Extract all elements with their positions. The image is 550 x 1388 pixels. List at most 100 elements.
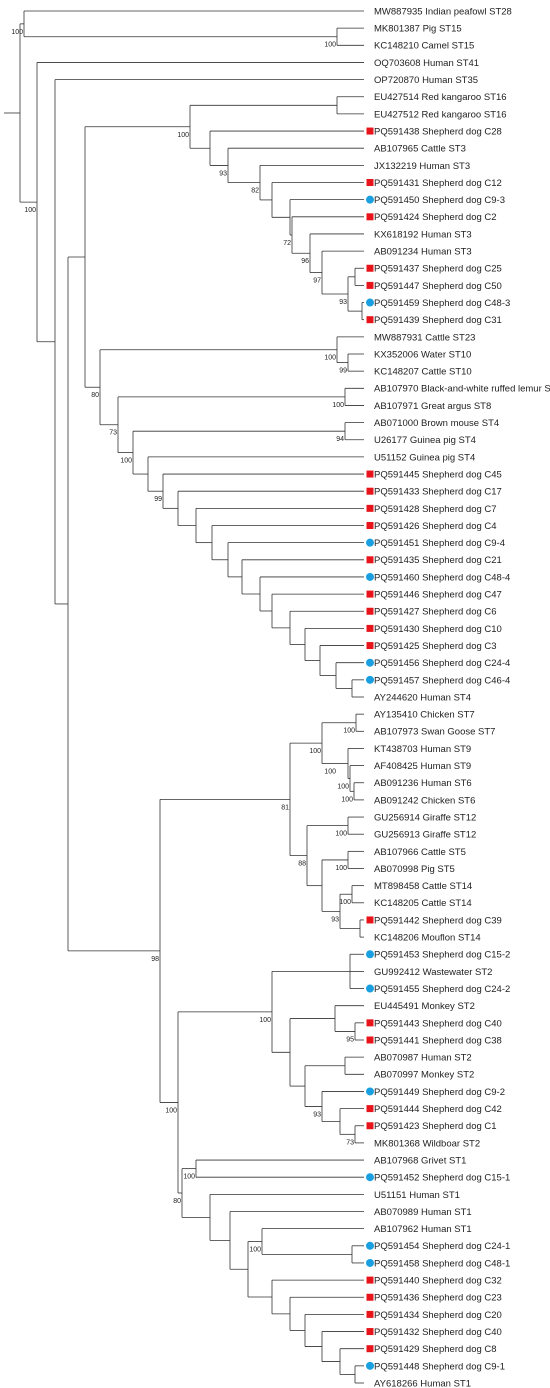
leaf-label: PQ591429 Shepherd dog C8 — [374, 1344, 497, 1355]
leaf-label: AB107966 Cattle ST5 — [374, 847, 466, 858]
leaf-label: AB107971 Great argus ST8 — [374, 401, 491, 412]
bootstrap-value: 100 — [324, 42, 336, 49]
bootstrap-value: 100 — [259, 1017, 271, 1024]
bootstrap-value: 97 — [313, 278, 321, 285]
blue-circle-marker — [366, 1087, 374, 1096]
blue-circle-marker — [366, 298, 374, 307]
bootstrap-value: 100 — [249, 1247, 261, 1254]
leaf-label: GU256913 Giraffe ST12 — [374, 830, 476, 841]
blue-circle-marker — [366, 950, 374, 959]
leaf-label: PQ591434 Shepherd dog C20 — [374, 1310, 502, 1321]
leaf-label: PQ591435 Shepherd dog C21 — [374, 555, 502, 566]
tree-branches — [4, 10, 364, 1384]
leaf-label: AY135410 Chicken ST7 — [374, 710, 475, 721]
leaf-label: AB107973 Swan Goose ST7 — [374, 727, 495, 738]
leaf-label: PQ591423 Shepherd dog C1 — [374, 1121, 497, 1132]
blue-circle-marker — [366, 538, 374, 547]
leaf-label: PQ591432 Shepherd dog C40 — [374, 1327, 502, 1338]
bootstrap-value: 100 — [335, 865, 347, 872]
red-square-marker — [366, 522, 374, 529]
leaf-label: PQ591444 Shepherd dog C42 — [374, 1104, 502, 1115]
leaf-label: AB070989 Human ST1 — [374, 1207, 472, 1218]
leaf-label: PQ591442 Shepherd dog C39 — [374, 915, 502, 926]
leaf-label: PQ591424 Shepherd dog C2 — [374, 212, 497, 223]
bootstrap-value: 100 — [341, 796, 353, 803]
leaf-label: GU992412 Wastewater ST2 — [374, 967, 492, 978]
bootstrap-value: 100 — [165, 1107, 177, 1114]
red-square-marker — [366, 1105, 374, 1113]
leaf-label: PQ591458 Shepherd dog C48-1 — [374, 1258, 510, 1269]
bootstrap-value: 99 — [339, 368, 347, 375]
leaf-label: GU256914 Giraffe ST12 — [374, 812, 476, 823]
bootstrap-value: 98 — [151, 956, 159, 963]
bootstrap-value: 80 — [173, 1198, 181, 1205]
red-square-marker — [366, 1019, 374, 1027]
bootstrap-value: 100 — [339, 899, 351, 906]
red-square-marker — [366, 264, 374, 272]
red-square-marker — [366, 624, 374, 632]
bootstrap-value: 94 — [336, 436, 344, 443]
red-square-marker — [366, 1328, 374, 1336]
red-square-marker — [366, 590, 374, 598]
leaf-label: PQ591439 Shepherd dog C31 — [374, 315, 502, 326]
red-square-marker — [366, 213, 374, 221]
leaf-label: OQ703608 Human ST41 — [374, 58, 479, 69]
leaf-label: EU445491 Monkey ST2 — [374, 1001, 475, 1012]
bootstrap-value: 73 — [109, 430, 117, 437]
leaf-label: PQ591438 Shepherd dog C28 — [374, 126, 502, 137]
leaf-label: PQ591440 Shepherd dog C32 — [374, 1276, 502, 1287]
leaf-label: PQ591457 Shepherd dog C46-4 — [374, 675, 510, 686]
bootstrap-value: 99 — [154, 496, 162, 503]
leaf-label: PQ591452 Shepherd dog C15-1 — [374, 1173, 510, 1184]
leaf-labels: MW887935 Indian peafowl ST28 MK801387 Pig… — [374, 6, 550, 1388]
bootstrap-value: 100 — [11, 29, 23, 36]
bootstrap-value: 93 — [313, 1111, 321, 1118]
leaf-label: PQ591454 Shepherd dog C24-1 — [374, 1241, 510, 1252]
bootstrap-value: 100 — [343, 728, 355, 735]
bootstrap-value: 93 — [339, 299, 347, 306]
leaf-label: PQ591446 Shepherd dog C47 — [374, 590, 502, 601]
leaf-label: KC148205 Cattle ST14 — [374, 898, 472, 909]
leaf-label: EU427514 Red kangaroo ST16 — [374, 92, 507, 103]
bootstrap-value: 100 — [24, 207, 36, 214]
leaf-label: PQ591437 Shepherd dog C25 — [374, 264, 502, 275]
leaf-label: PQ591436 Shepherd dog C23 — [374, 1293, 502, 1304]
bootstrap-value: 72 — [283, 240, 291, 247]
leaf-label: PQ591456 Shepherd dog C24-4 — [374, 658, 510, 669]
bootstrap-value: 100 — [324, 768, 336, 775]
bootstrap-value: 100 — [332, 402, 344, 409]
blue-circle-marker — [366, 675, 374, 684]
bootstrap-value: 81 — [281, 804, 289, 811]
leaf-label: AB107970 Black-and-white ruffed lemur ST… — [374, 384, 550, 395]
leaf-label: OP720870 Human ST35 — [374, 75, 478, 86]
blue-circle-marker — [366, 1258, 374, 1267]
leaf-label: PQ591425 Shepherd dog C3 — [374, 641, 497, 652]
leaf-label: AB071000 Brown mouse ST4 — [374, 418, 499, 429]
red-square-marker — [366, 642, 374, 650]
red-square-marker — [366, 1345, 374, 1353]
leaf-label: PQ591428 Shepherd dog C7 — [374, 504, 497, 515]
blue-circle-marker — [366, 658, 374, 667]
bootstrap-value: 96 — [301, 258, 309, 265]
bootstrap-value: 93 — [331, 916, 339, 923]
leaf-label: PQ591441 Shepherd dog C38 — [374, 1035, 502, 1046]
blue-circle-marker — [366, 1241, 374, 1250]
leaf-label: KX352006 Water ST10 — [374, 349, 471, 360]
bootstrap-value: 73 — [346, 1139, 354, 1146]
blue-circle-marker — [366, 195, 374, 204]
leaf-label: KX618192 Human ST3 — [374, 229, 472, 240]
red-square-marker — [366, 1293, 374, 1301]
red-square-marker — [366, 487, 374, 495]
bootstrap-value: 80 — [91, 392, 99, 399]
red-square-marker — [366, 281, 374, 289]
red-square-marker — [366, 127, 374, 135]
leaf-label: PQ591427 Shepherd dog C6 — [374, 607, 497, 618]
blue-circle-marker — [366, 1173, 374, 1182]
leaf-label: U26177 Guinea pig ST4 — [374, 435, 476, 446]
leaf-label: MK801368 Wildboar ST2 — [374, 1138, 480, 1149]
leaf-label: AB091236 Human ST6 — [374, 778, 472, 789]
leaf-label: PQ591453 Shepherd dog C15-2 — [374, 950, 510, 961]
leaf-label: MW887935 Indian peafowl ST28 — [374, 6, 512, 17]
leaf-label: AB107962 Human ST1 — [374, 1224, 472, 1235]
red-square-marker — [366, 316, 374, 324]
